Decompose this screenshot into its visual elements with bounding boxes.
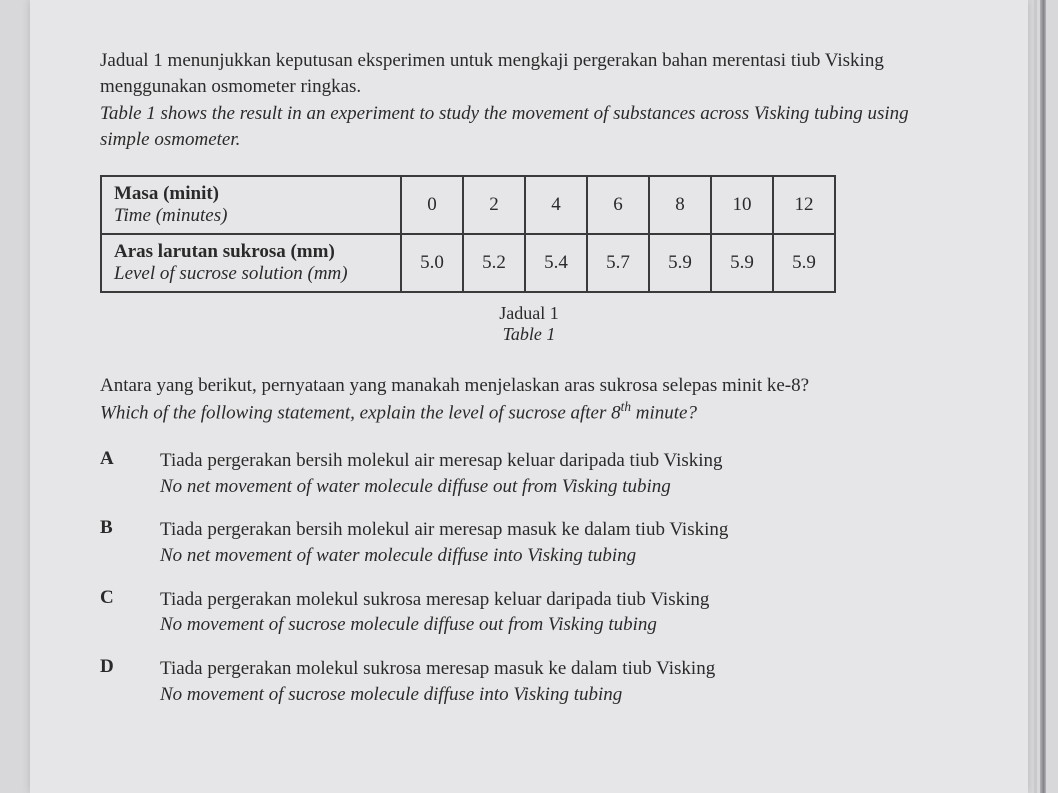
table-row: Aras larutan sukrosa (mm) Level of sucro… [101,234,835,292]
option-bm: Tiada pergerakan molekul sukrosa meresap… [160,656,715,682]
question-en: Which of the following statement, explai… [100,398,958,426]
option-en: No net movement of water molecule diffus… [160,543,728,569]
caption-en: Table 1 [100,324,958,345]
row1-label-en: Time (minutes) [114,205,390,227]
option-b: B Tiada pergerakan bersih molekul air me… [100,517,958,568]
cell: 4 [525,176,587,234]
cell: 5.9 [773,234,835,292]
intro-bm: Jadual 1 menunjukkan keputusan eksperime… [100,48,958,99]
question-block: Antara yang berikut, pernyataan yang man… [100,373,958,427]
option-bm: Tiada pergerakan bersih molekul air mere… [160,448,723,474]
option-text: Tiada pergerakan molekul sukrosa meresap… [160,587,709,638]
option-en: No movement of sucrose molecule diffuse … [160,612,709,638]
table-caption: Jadual 1 Table 1 [100,303,958,345]
option-en: No net movement of water molecule diffus… [160,474,723,500]
cell: 12 [773,176,835,234]
option-letter: C [100,587,160,638]
scan-edge [1040,0,1046,793]
option-en: No movement of sucrose molecule diffuse … [160,682,715,708]
cell: 5.7 [587,234,649,292]
option-letter: A [100,448,160,499]
intro-block: Jadual 1 menunjukkan keputusan eksperime… [100,48,958,153]
table-row: Masa (minit) Time (minutes) 0 2 4 6 8 10… [101,176,835,234]
row2-label-bm: Aras larutan sukrosa (mm) [114,241,390,263]
cell: 2 [463,176,525,234]
caption-bm: Jadual 1 [100,303,958,324]
document-page: Jadual 1 menunjukkan keputusan eksperime… [30,0,1028,793]
option-letter: D [100,656,160,707]
option-bm: Tiada pergerakan molekul sukrosa meresap… [160,587,709,613]
cell: 5.9 [711,234,773,292]
option-text: Tiada pergerakan bersih molekul air mere… [160,448,723,499]
option-bm: Tiada pergerakan bersih molekul air mere… [160,517,728,543]
option-letter: B [100,517,160,568]
row1-header: Masa (minit) Time (minutes) [101,176,401,234]
data-table: Masa (minit) Time (minutes) 0 2 4 6 8 10… [100,175,836,293]
option-text: Tiada pergerakan molekul sukrosa meresap… [160,656,715,707]
cell: 8 [649,176,711,234]
cell: 5.2 [463,234,525,292]
row2-header: Aras larutan sukrosa (mm) Level of sucro… [101,234,401,292]
option-c: C Tiada pergerakan molekul sukrosa meres… [100,587,958,638]
options-block: A Tiada pergerakan bersih molekul air me… [100,448,958,707]
option-d: D Tiada pergerakan molekul sukrosa meres… [100,656,958,707]
cell: 0 [401,176,463,234]
row2-label-en: Level of sucrose solution (mm) [114,263,390,285]
row1-label-bm: Masa (minit) [114,183,390,205]
question-en-sup: th [621,399,631,414]
question-en-pre: Which of the following statement, explai… [100,403,621,424]
question-en-post: minute? [631,403,697,424]
cell: 5.4 [525,234,587,292]
option-a: A Tiada pergerakan bersih molekul air me… [100,448,958,499]
intro-en: Table 1 shows the result in an experimen… [100,101,958,152]
question-bm: Antara yang berikut, pernyataan yang man… [100,373,958,399]
cell: 5.9 [649,234,711,292]
option-text: Tiada pergerakan bersih molekul air mere… [160,517,728,568]
cell: 6 [587,176,649,234]
cell: 5.0 [401,234,463,292]
cell: 10 [711,176,773,234]
